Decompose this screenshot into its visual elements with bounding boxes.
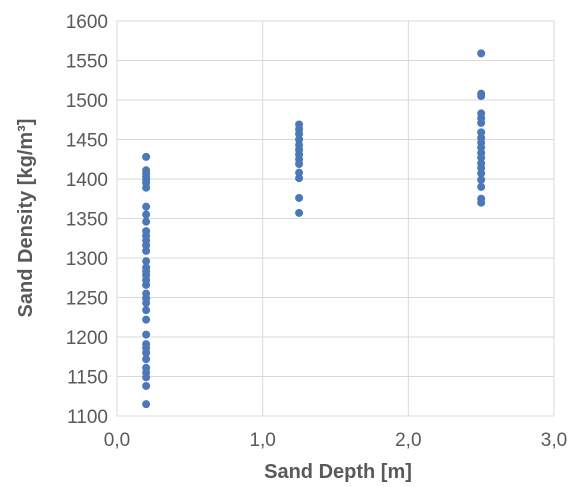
- data-point: [477, 128, 486, 137]
- data-points: [142, 49, 486, 409]
- data-point: [142, 257, 151, 266]
- grid-lines: [116, 20, 555, 417]
- data-point: [142, 202, 151, 211]
- data-point: [477, 198, 486, 207]
- y-tick-label: 1600: [66, 12, 108, 33]
- data-point: [477, 163, 486, 172]
- data-point: [142, 306, 151, 315]
- data-point: [142, 152, 151, 161]
- data-point: [477, 153, 486, 162]
- y-tick-label: 1350: [66, 210, 108, 231]
- data-point: [142, 330, 151, 339]
- data-point: [295, 168, 304, 177]
- data-point: [477, 143, 486, 152]
- data-point: [295, 208, 304, 217]
- data-point: [477, 118, 486, 127]
- data-point: [295, 193, 304, 202]
- y-tick-label: 1100: [67, 407, 108, 428]
- data-point: [477, 92, 486, 101]
- y-tick-label: 1550: [66, 52, 108, 73]
- data-point: [295, 174, 304, 183]
- y-tick-label: 1500: [66, 91, 108, 112]
- y-tick-label: 1250: [66, 289, 108, 310]
- data-point: [142, 183, 151, 192]
- data-point: [477, 175, 486, 184]
- x-tick-label: 3,0: [541, 430, 567, 451]
- plot-frame: [116, 20, 555, 417]
- data-point: [142, 299, 151, 308]
- x-axis-title: Sand Depth [m]: [264, 461, 412, 483]
- data-point: [142, 348, 151, 357]
- y-tick-label: 1200: [66, 328, 108, 349]
- data-point: [142, 210, 151, 219]
- data-point: [142, 315, 151, 324]
- data-point: [477, 169, 486, 178]
- data-point: [142, 217, 151, 226]
- x-tick-labels: 0,0 1,0 2,0 3,0: [104, 430, 567, 451]
- data-point: [295, 159, 304, 168]
- y-tick-label: 1150: [67, 368, 108, 389]
- data-point: [295, 135, 304, 144]
- y-tick-label: 1400: [66, 170, 108, 191]
- x-tick-label: 0,0: [104, 430, 130, 451]
- data-point: [295, 129, 304, 138]
- data-point: [142, 241, 151, 250]
- y-tick-label: 1300: [66, 249, 108, 270]
- data-point: [477, 49, 486, 58]
- data-point: [477, 182, 486, 191]
- data-point: [142, 246, 151, 255]
- y-tick-labels: 1100 1150 1200 1250 1300 1350 1400 1450 1500 1550…: [66, 12, 108, 428]
- x-tick-label: 1,0: [249, 430, 275, 451]
- data-point: [142, 355, 151, 364]
- data-point: [142, 280, 151, 289]
- data-point: [142, 381, 151, 390]
- y-tick-label: 1450: [66, 131, 108, 152]
- x-tick-label: 2,0: [395, 430, 421, 451]
- data-point: [142, 400, 151, 409]
- y-axis-title: Sand Density [kg/m³]: [15, 119, 37, 318]
- data-point: [142, 373, 151, 382]
